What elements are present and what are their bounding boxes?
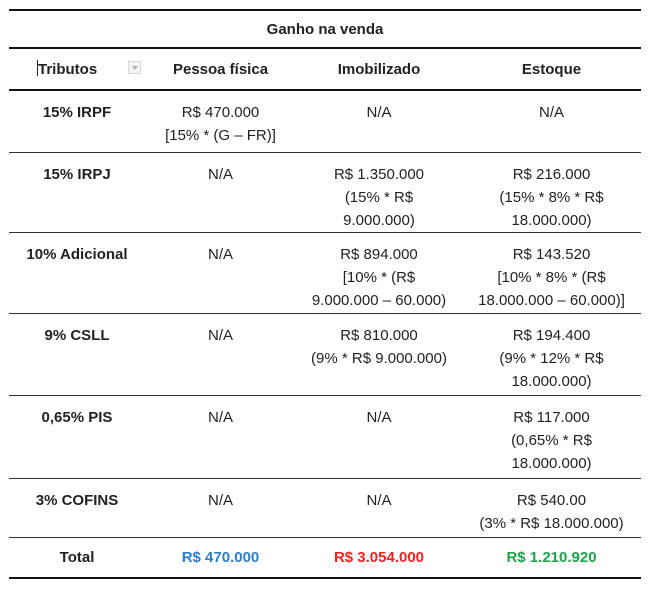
cell-pessoa-fisica: R$ 470.000 [15% * (G – FR)]	[145, 90, 296, 153]
cell-line: [15% * (G – FR)]	[165, 127, 276, 144]
cell-line: R$ 810.000	[340, 327, 418, 344]
cell-line: (15% * 8% * R$	[499, 189, 604, 206]
cell-line: 9.000.000 – 60.000)	[311, 292, 447, 309]
cell-line: N/A	[539, 104, 565, 121]
cell-estoque: N/A	[462, 90, 642, 153]
cell-pessoa-fisica: N/A	[145, 152, 296, 233]
header-estoque: Estoque	[462, 48, 642, 91]
header-tributos[interactable]: Tributos	[9, 48, 145, 91]
table-row: 9% CSLL N/A R$ 810.000 (9% * R$ 9.000.000) R…	[9, 313, 642, 396]
header-imobilizado: Imobilizado	[296, 48, 462, 91]
total-pessoa-fisica: R$ 470.000	[145, 537, 296, 579]
cell-estoque: R$ 117.000 (0,65% * R$ 18.000.000)	[462, 395, 642, 479]
table-title: Ganho na venda	[9, 9, 642, 49]
cell-line: R$ 143.520	[512, 246, 591, 263]
cell-line: N/A	[207, 492, 233, 509]
cell-line: 18.000.000 – 60.000)]	[478, 292, 625, 309]
cell-line: N/A	[207, 246, 233, 263]
cell-line: N/A	[366, 104, 392, 121]
cell-line: [10% * (R$	[342, 269, 416, 286]
cell-line: 18.000.000)	[511, 373, 592, 390]
cell-estoque: R$ 194.400 (9% * 12% * R$ 18.000.000)	[462, 313, 642, 396]
cell-line: R$ 216.000	[512, 166, 591, 183]
cell-line: N/A	[366, 492, 392, 509]
table-row: 0,65% PIS N/A N/A R$ 117.000 (0,65% * R$ 18.0…	[9, 395, 642, 479]
cell-line: N/A	[207, 327, 233, 344]
total-imobilizado: R$ 3.054.000	[296, 537, 462, 579]
cell-line: 18.000.000)	[511, 455, 592, 472]
row-label: 3% COFINS	[9, 478, 145, 538]
table-row: 3% COFINS N/A N/A R$ 540.00 (3% * R$ 18.000.…	[9, 478, 642, 538]
table-row: 15% IRPF R$ 470.000 [15% * (G – FR)] N/A N/A	[9, 90, 642, 153]
cell-estoque: R$ 540.00 (3% * R$ 18.000.000)	[462, 478, 642, 538]
cell-line: N/A	[207, 409, 233, 426]
cell-line: (15% * R$	[344, 189, 414, 206]
tax-table: Ganho na venda Tributos Pessoa física Im…	[9, 9, 642, 579]
table-header-row: Tributos Pessoa física Imobilizado Estoq…	[9, 48, 642, 91]
text-cursor	[37, 59, 38, 76]
cell-pessoa-fisica: N/A	[145, 313, 296, 396]
row-label: 15% IRPF	[9, 90, 145, 153]
cell-pessoa-fisica: N/A	[145, 395, 296, 479]
cell-imobilizado: R$ 894.000 [10% * (R$ 9.000.000 – 60.000)	[296, 232, 462, 314]
header-pessoa-fisica: Pessoa física	[145, 48, 296, 91]
cell-line: 18.000.000)	[511, 212, 592, 229]
cell-line: (3% * R$ 18.000.000)	[479, 515, 624, 532]
table-row: 15% IRPJ N/A R$ 1.350.000 (15% * R$ 9.000.00…	[9, 152, 642, 233]
cell-imobilizado: N/A	[296, 395, 462, 479]
header-tributos-label: Tributos	[38, 60, 98, 78]
total-estoque: R$ 1.210.920	[462, 537, 642, 579]
table-title-row: Ganho na venda	[9, 9, 642, 49]
cell-line: (9% * R$ 9.000.000)	[311, 350, 447, 367]
cell-line: N/A	[207, 166, 233, 183]
cell-line: R$ 470.000	[181, 104, 260, 121]
total-row: Total R$ 470.000 R$ 3.054.000 R$ 1.210.9…	[9, 537, 642, 579]
row-label: 9% CSLL	[9, 313, 145, 396]
cell-line: (9% * 12% * R$	[499, 350, 604, 367]
cell-estoque: R$ 143.520 [10% * 8% * (R$ 18.000.000 – 60…	[462, 232, 642, 314]
cell-line: R$ 117.000	[513, 409, 590, 426]
cell-line: R$ 194.400	[512, 327, 591, 344]
dropdown-filter-icon[interactable]	[128, 61, 141, 74]
cell-estoque: R$ 216.000 (15% * 8% * R$ 18.000.000)	[462, 152, 642, 233]
row-label: 0,65% PIS	[9, 395, 145, 479]
row-label: 15% IRPJ	[9, 152, 145, 233]
cell-imobilizado: N/A	[296, 478, 462, 538]
cell-imobilizado: R$ 1.350.000 (15% * R$ 9.000.000)	[296, 152, 462, 233]
cell-pessoa-fisica: N/A	[145, 232, 296, 314]
cell-line: [10% * 8% * (R$	[497, 269, 606, 286]
row-label: 10% Adicional	[9, 232, 145, 314]
cell-pessoa-fisica: N/A	[145, 478, 296, 538]
table-row: 10% Adicional N/A R$ 894.000 [10% * (R$ 9.00…	[9, 232, 642, 314]
cell-line: (0,65% * R$	[511, 432, 592, 449]
cell-line: 9.000.000)	[343, 212, 415, 229]
tax-table-container: Ganho na venda Tributos Pessoa física Im…	[9, 9, 642, 579]
cell-line: R$ 1.350.000	[333, 166, 425, 183]
total-label: Total	[9, 537, 145, 579]
cell-line: R$ 540.00	[516, 492, 587, 509]
cell-line: N/A	[366, 409, 392, 426]
cell-imobilizado: R$ 810.000 (9% * R$ 9.000.000)	[296, 313, 462, 396]
cell-line: R$ 894.000	[340, 246, 418, 263]
cell-imobilizado: N/A	[296, 90, 462, 153]
